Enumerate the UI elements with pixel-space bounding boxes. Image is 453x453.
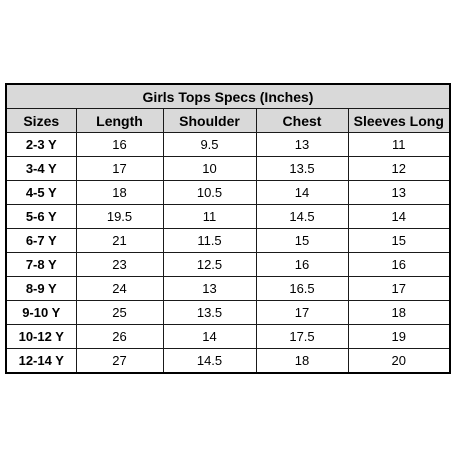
cell-shoulder: 13 xyxy=(162,276,257,301)
table-header-row: Sizes Length Shoulder Chest Sleeves Long xyxy=(5,108,451,133)
cell-chest: 17.5 xyxy=(255,324,349,349)
cell-shoulder: 11.5 xyxy=(162,228,257,253)
cell-shoulder: 10.5 xyxy=(162,180,257,205)
header-sleeves-long: Sleeves Long xyxy=(347,108,451,133)
size-specs-table: Girls Tops Specs (Inches) Sizes Length S… xyxy=(5,83,452,374)
header-length: Length xyxy=(75,108,164,133)
cell-chest: 14.5 xyxy=(255,204,349,229)
cell-shoulder: 14 xyxy=(162,324,257,349)
table-row: 2-3 Y 16 9.5 13 11 xyxy=(5,132,451,157)
cell-length: 24 xyxy=(75,276,164,301)
cell-size: 8-9 Y xyxy=(5,276,77,301)
cell-sleeves-long: 19 xyxy=(347,324,451,349)
cell-length: 25 xyxy=(75,300,164,325)
cell-shoulder: 14.5 xyxy=(162,348,257,374)
cell-sleeves-long: 20 xyxy=(347,348,451,374)
header-sizes: Sizes xyxy=(5,108,77,133)
cell-shoulder: 13.5 xyxy=(162,300,257,325)
cell-chest: 13.5 xyxy=(255,156,349,181)
table-row: 5-6 Y 19.5 11 14.5 14 xyxy=(5,204,451,229)
table-row: 10-12 Y 26 14 17.5 19 xyxy=(5,324,451,349)
cell-chest: 17 xyxy=(255,300,349,325)
cell-size: 12-14 Y xyxy=(5,348,77,374)
cell-sleeves-long: 14 xyxy=(347,204,451,229)
header-chest: Chest xyxy=(255,108,349,133)
cell-size: 4-5 Y xyxy=(5,180,77,205)
cell-size: 2-3 Y xyxy=(5,132,77,157)
table-title-row: Girls Tops Specs (Inches) xyxy=(5,83,451,109)
cell-sleeves-long: 11 xyxy=(347,132,451,157)
cell-sleeves-long: 12 xyxy=(347,156,451,181)
cell-length: 17 xyxy=(75,156,164,181)
cell-size: 6-7 Y xyxy=(5,228,77,253)
table-row: 8-9 Y 24 13 16.5 17 xyxy=(5,276,451,301)
cell-length: 16 xyxy=(75,132,164,157)
cell-chest: 18 xyxy=(255,348,349,374)
cell-sleeves-long: 18 xyxy=(347,300,451,325)
cell-length: 27 xyxy=(75,348,164,374)
cell-size: 10-12 Y xyxy=(5,324,77,349)
table-row: 12-14 Y 27 14.5 18 20 xyxy=(5,348,451,374)
cell-size: 3-4 Y xyxy=(5,156,77,181)
cell-chest: 16 xyxy=(255,252,349,277)
cell-chest: 16.5 xyxy=(255,276,349,301)
table-row: 9-10 Y 25 13.5 17 18 xyxy=(5,300,451,325)
cell-length: 26 xyxy=(75,324,164,349)
cell-shoulder: 11 xyxy=(162,204,257,229)
cell-sleeves-long: 17 xyxy=(347,276,451,301)
specs-table-container: Girls Tops Specs (Inches) Sizes Length S… xyxy=(5,83,452,374)
cell-shoulder: 10 xyxy=(162,156,257,181)
header-shoulder: Shoulder xyxy=(162,108,257,133)
cell-shoulder: 12.5 xyxy=(162,252,257,277)
cell-length: 18 xyxy=(75,180,164,205)
cell-size: 9-10 Y xyxy=(5,300,77,325)
cell-length: 21 xyxy=(75,228,164,253)
cell-sleeves-long: 16 xyxy=(347,252,451,277)
table-row: 3-4 Y 17 10 13.5 12 xyxy=(5,156,451,181)
cell-length: 19.5 xyxy=(75,204,164,229)
table-body: 2-3 Y 16 9.5 13 11 3-4 Y 17 10 13.5 12 4-5 Y 18 10.5… xyxy=(5,132,451,374)
cell-chest: 15 xyxy=(255,228,349,253)
cell-shoulder: 9.5 xyxy=(162,132,257,157)
cell-size: 7-8 Y xyxy=(5,252,77,277)
cell-length: 23 xyxy=(75,252,164,277)
table-row: 7-8 Y 23 12.5 16 16 xyxy=(5,252,451,277)
table-row: 6-7 Y 21 11.5 15 15 xyxy=(5,228,451,253)
cell-size: 5-6 Y xyxy=(5,204,77,229)
cell-sleeves-long: 13 xyxy=(347,180,451,205)
cell-sleeves-long: 15 xyxy=(347,228,451,253)
cell-chest: 13 xyxy=(255,132,349,157)
cell-chest: 14 xyxy=(255,180,349,205)
table-row: 4-5 Y 18 10.5 14 13 xyxy=(5,180,451,205)
table-title: Girls Tops Specs (Inches) xyxy=(5,83,451,109)
